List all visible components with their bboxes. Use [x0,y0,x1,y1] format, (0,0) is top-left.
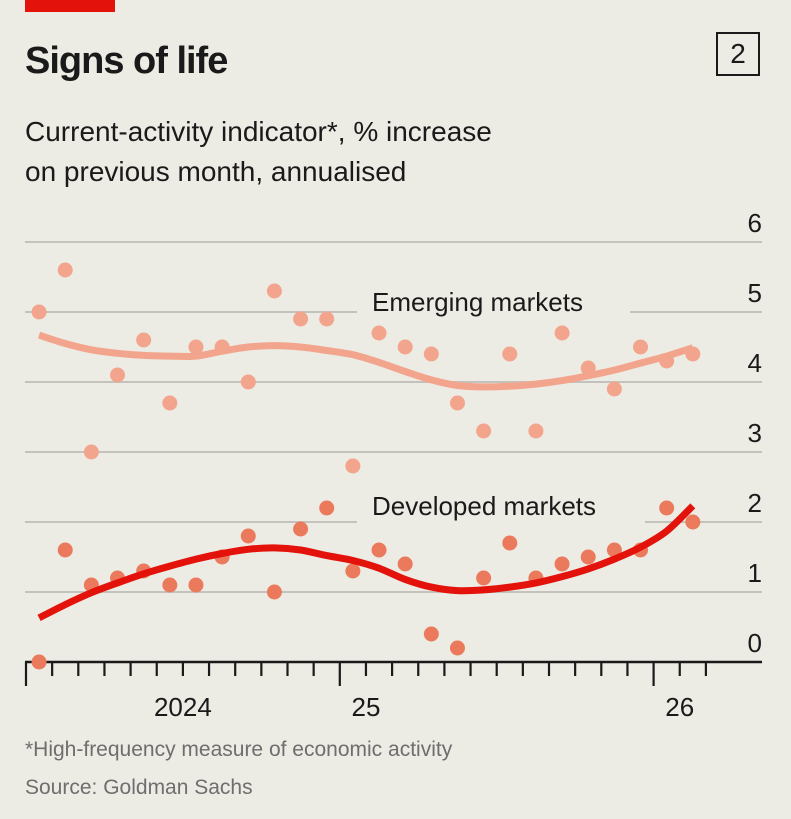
emerging-markets-point [476,423,492,439]
emerging-markets-point [240,374,256,390]
emerging-markets-point [83,444,99,460]
developed-markets-point [554,556,570,572]
emerging-markets-point [371,325,387,341]
y-tick-label-4: 4 [748,348,762,378]
y-tick-label-6: 6 [748,208,762,238]
emerging-markets-point [136,332,152,348]
developed-markets-point [659,500,675,516]
emerging-markets-point [449,395,465,411]
emerging-markets-point [162,395,178,411]
emerging-markets-point [502,346,518,362]
emerging-markets-dots [31,262,701,474]
developed-markets-point [240,528,256,544]
y-tick-label-1: 1 [748,558,762,588]
y-tick-label-3: 3 [748,418,762,448]
emerging-markets-point [110,367,126,383]
developed-markets-point [293,521,309,537]
developed-markets-point [188,577,204,593]
chart-title: Signs of life [25,40,228,82]
accent-bar [25,0,115,12]
gridlines [25,241,762,593]
developed-markets-dots [31,500,701,670]
emerging-markets-point [319,311,335,327]
emerging-markets-point [266,283,282,299]
emerging-markets-point [606,381,622,397]
emerging-markets-point [293,311,309,327]
developed-markets-point [685,514,701,530]
developed-markets-point [371,542,387,558]
developed-markets-point [345,563,361,579]
developed-markets-point [502,535,518,551]
developed-markets-point [319,500,335,516]
developed-markets-point [266,584,282,600]
developed-markets-point [449,640,465,656]
emerging-markets-point [345,458,361,474]
y-tick-label-2: 2 [748,488,762,518]
emerging-markets-trend-line [37,331,694,391]
chart-number-badge: 2 [716,32,760,76]
x-axis: 2024 25 26 [24,660,762,722]
y-tick-label-0: 0 [748,628,762,658]
emerging-markets-point [633,339,649,355]
x-tick-label: 25 [351,692,380,722]
emerging-markets-point [31,304,47,320]
developed-markets-point [397,556,413,572]
y-tick-label-5: 5 [748,278,762,308]
developed-markets-label: Developed markets [372,491,596,521]
developed-markets-point [476,570,492,586]
emerging-markets-point [554,325,570,341]
developed-markets-point [423,626,439,642]
subtitle-line-1: Current-activity indicator*, % increase [25,116,492,147]
developed-markets-point [162,577,178,593]
subtitle-line-2: on previous month, annualised [25,156,407,187]
emerging-markets-point [57,262,73,278]
developed-markets-trend-line [37,503,696,622]
developed-markets-point [580,549,596,565]
emerging-markets-point [423,346,439,362]
emerging-markets-point [188,339,204,355]
chart-subtitle: Current-activity indicator*, % increase … [25,112,492,192]
developed-markets-point [31,654,47,670]
source-note: Source: Goldman Sachs [25,776,253,799]
emerging-markets-point [528,423,544,439]
emerging-markets-point [397,339,413,355]
x-tick-label: 26 [665,692,694,722]
y-axis-labels: 0 1 2 3 4 5 6 [748,208,762,658]
emerging-markets-label: Emerging markets [372,287,583,317]
x-tick-label: 2024 [154,692,212,722]
developed-markets-point [57,542,73,558]
footnote: *High-frequency measure of economic acti… [25,738,453,761]
